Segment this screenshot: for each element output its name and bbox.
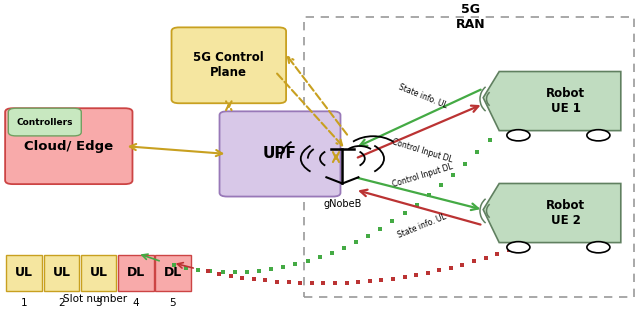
Text: 3: 3 (95, 298, 102, 308)
Text: Slot number: Slot number (63, 294, 127, 304)
Bar (155, 255, 191, 291)
Text: UL: UL (52, 267, 70, 279)
Bar (81, 255, 116, 291)
FancyBboxPatch shape (220, 111, 340, 197)
Text: UL: UL (90, 267, 108, 279)
Text: 2: 2 (58, 298, 65, 308)
Bar (304, 17, 634, 297)
Circle shape (587, 130, 610, 141)
Text: State info. UL: State info. UL (397, 212, 448, 240)
Text: DL: DL (127, 267, 145, 279)
FancyBboxPatch shape (172, 27, 286, 103)
Text: 5G
RAN: 5G RAN (456, 3, 485, 31)
Polygon shape (483, 183, 621, 243)
Text: Controllers: Controllers (17, 118, 73, 127)
Text: gNobeB: gNobeB (323, 199, 362, 209)
Bar (6, 255, 42, 291)
Text: State info. UL: State info. UL (397, 83, 448, 110)
Text: Cloud/ Edge: Cloud/ Edge (24, 140, 113, 153)
Bar (118, 255, 154, 291)
FancyBboxPatch shape (5, 108, 132, 184)
Polygon shape (483, 72, 621, 131)
Text: Control Input DL: Control Input DL (391, 137, 454, 165)
Circle shape (507, 130, 530, 141)
Circle shape (507, 242, 530, 253)
Text: DL: DL (164, 267, 182, 279)
Text: Robot
UE 1: Robot UE 1 (546, 87, 586, 115)
Text: Control Input DL: Control Input DL (391, 162, 454, 189)
Text: 5: 5 (170, 298, 176, 308)
Text: 4: 4 (132, 298, 139, 308)
FancyBboxPatch shape (8, 108, 81, 136)
Text: Robot
UE 2: Robot UE 2 (546, 199, 586, 227)
Text: UPF: UPF (263, 146, 297, 161)
Text: UL: UL (15, 267, 33, 279)
Text: 5G Control
Plane: 5G Control Plane (193, 51, 264, 79)
Bar (44, 255, 79, 291)
Circle shape (587, 242, 610, 253)
Text: 1: 1 (21, 298, 28, 308)
